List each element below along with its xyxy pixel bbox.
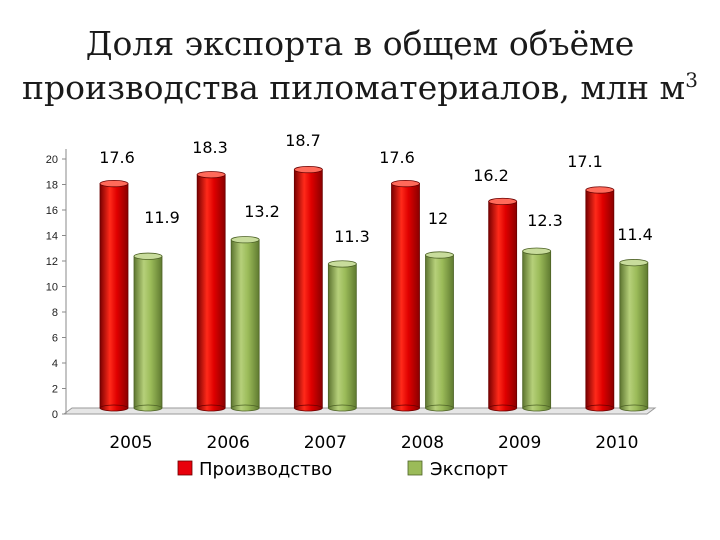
bar-bottom-cap bbox=[585, 404, 615, 412]
bar-production bbox=[585, 189, 615, 409]
y-tick-label: 8 bbox=[52, 307, 58, 319]
bar-bottom-cap bbox=[619, 404, 649, 412]
data-label-export: 11.9 bbox=[144, 208, 180, 227]
data-label-production: 17.1 bbox=[567, 152, 603, 171]
bar-bottom-cap bbox=[327, 404, 357, 412]
legend-swatch-production bbox=[177, 460, 193, 476]
chart-title-line2-text: производства пиломатериалов, млн м bbox=[22, 68, 686, 107]
bar-bottom-cap bbox=[133, 404, 163, 412]
data-label-production: 17.6 bbox=[99, 148, 135, 167]
bar-bottom-cap bbox=[230, 404, 260, 412]
y-tick-label: 16 bbox=[46, 205, 58, 217]
bar-bottom-cap bbox=[391, 404, 420, 412]
bar-bottom-cap bbox=[425, 404, 454, 412]
bar-top-cap bbox=[293, 165, 323, 174]
bar-export bbox=[230, 239, 260, 409]
legend: Производство Экспорт bbox=[177, 459, 508, 480]
bar-export bbox=[522, 250, 552, 409]
data-label-export: 11.3 bbox=[334, 227, 370, 246]
bar-bottom-cap bbox=[196, 404, 226, 412]
data-label-production: 18.7 bbox=[285, 131, 321, 150]
x-tick-label: 2008 bbox=[401, 433, 444, 453]
x-tick-label: 2010 bbox=[595, 433, 638, 453]
data-label-production: 16.2 bbox=[473, 166, 509, 185]
data-label-export: 12.3 bbox=[527, 211, 563, 230]
x-tick-label: 2007 bbox=[304, 433, 347, 453]
chart-title-superscript: 3 bbox=[685, 68, 698, 92]
bar-production bbox=[293, 169, 323, 409]
bar-top-cap bbox=[99, 180, 129, 188]
y-tick-label: 20 bbox=[46, 154, 58, 166]
bar-top-cap bbox=[196, 171, 226, 179]
bar-top-cap bbox=[425, 251, 454, 259]
y-tick-label: 4 bbox=[52, 358, 58, 370]
bar-top-cap bbox=[327, 260, 357, 268]
bar-top-cap bbox=[619, 259, 649, 267]
data-label-export: 12 bbox=[428, 209, 448, 228]
bar-export bbox=[425, 254, 454, 409]
legend-label-export: Экспорт bbox=[430, 459, 508, 480]
x-tick-label: 2006 bbox=[207, 433, 250, 453]
bar-top-cap bbox=[488, 197, 518, 206]
y-tick-label: 10 bbox=[46, 282, 58, 294]
bar-export bbox=[133, 255, 163, 409]
chart-title: Доля экспорта в общем объёме производств… bbox=[0, 22, 720, 110]
bar-bottom-cap bbox=[522, 404, 552, 412]
data-label-production: 17.6 bbox=[379, 148, 415, 167]
bar-bottom-cap bbox=[488, 404, 518, 412]
bar-top-cap bbox=[585, 186, 615, 194]
x-tick-label: 2005 bbox=[109, 433, 152, 453]
y-tick-label: 12 bbox=[46, 256, 58, 268]
bar-top-cap bbox=[133, 252, 163, 260]
bar-export bbox=[327, 263, 357, 409]
bar-production bbox=[99, 183, 129, 409]
bar-production bbox=[391, 183, 420, 409]
bars-layer bbox=[99, 165, 649, 412]
y-tick-label: 6 bbox=[52, 333, 58, 345]
chart-title-line2: производства пиломатериалов, млн м3 bbox=[0, 66, 720, 110]
bar-production bbox=[488, 201, 518, 409]
bar-production bbox=[196, 174, 226, 409]
data-labels-layer: 17.6 18.3 18.7 17.6 16.2 17.1 11.9 13.2 11.3 12 12… bbox=[99, 131, 653, 246]
bar-top-cap bbox=[391, 180, 420, 188]
legend-label-production: Производство bbox=[199, 459, 332, 480]
y-tick-label: 18 bbox=[46, 180, 58, 192]
chart-title-line1: Доля экспорта в общем объёме bbox=[85, 24, 635, 63]
data-label-production: 18.3 bbox=[192, 138, 228, 157]
y-tick-label: 14 bbox=[46, 231, 58, 243]
data-label-export: 13.2 bbox=[244, 202, 280, 221]
y-tick-label: 0 bbox=[52, 409, 58, 421]
y-tick-label: 2 bbox=[52, 384, 58, 396]
bar-export bbox=[619, 262, 649, 409]
x-tick-label: 2009 bbox=[498, 433, 541, 453]
bar-bottom-cap bbox=[293, 404, 323, 412]
bar-top-cap bbox=[230, 236, 260, 244]
bar-top-cap bbox=[522, 247, 552, 255]
bar-bottom-cap bbox=[99, 404, 129, 412]
legend-swatch-export bbox=[407, 460, 423, 476]
data-label-export: 11.4 bbox=[617, 225, 653, 244]
